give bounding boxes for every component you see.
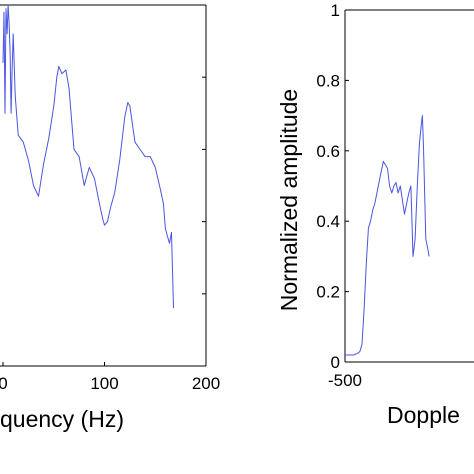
chart-left-frequency-spectrum: 0 100 200 quency (Hz) (0, 4, 220, 432)
right-y-tick-label: 0 (331, 353, 340, 372)
right-y-tick-label: 0.2 (316, 283, 340, 302)
right-y-axis-label: Normalized amplitude (276, 89, 302, 311)
left-x-tick-label: 0 (0, 374, 8, 393)
left-x-tick-label: 100 (90, 374, 118, 393)
right-y-tick-label: 0.4 (316, 212, 340, 231)
left-x-tick-label: 200 (192, 374, 220, 393)
right-y-tick-label: 0.8 (316, 71, 340, 90)
right-series-line (345, 115, 430, 356)
right-x-tick-label: -500 (328, 371, 362, 390)
right-y-tick-label: 1 (331, 1, 340, 20)
chart-right-doppler-spectrum: 0 0.2 0.4 0.6 0.8 1 -500 Normalized amplitude Do… (276, 1, 474, 428)
left-x-axis-label: quency (Hz) (0, 406, 124, 432)
right-y-tick-label: 0.6 (316, 142, 340, 161)
right-x-axis-label: Dopple (387, 402, 460, 428)
left-series-line (2, 4, 174, 309)
